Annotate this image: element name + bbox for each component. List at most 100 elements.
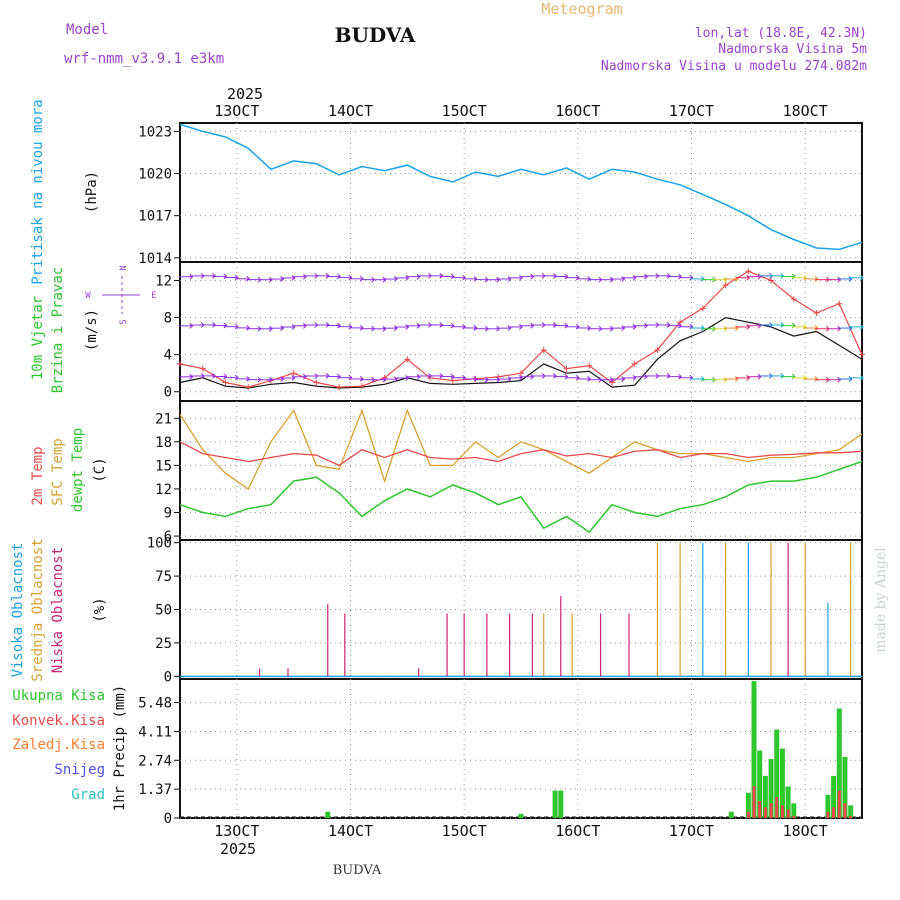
precip-total-bar — [785, 786, 791, 818]
dewpt-ylabel: dewpt Temp — [70, 428, 86, 512]
compass-west: W — [85, 291, 91, 301]
precip-conv-bar — [769, 803, 773, 818]
precip-total-bar — [774, 729, 780, 818]
wind-unit: (m/s) — [84, 309, 100, 351]
wind-arrow-head — [859, 374, 864, 381]
y-tick-label: 5.48 — [138, 696, 172, 712]
y-tick-label: 1017 — [138, 209, 172, 225]
legend-conv-precip: Konvek.Kisa — [12, 713, 105, 729]
mid-cloud-ylabel: Srednja Oblacnost — [30, 538, 46, 681]
low-cloud-ylabel: Niska Oblacnost — [50, 547, 66, 673]
gust-marker — [177, 360, 183, 367]
gust-marker — [631, 360, 638, 367]
precip-conv-bar — [832, 807, 836, 818]
legend-frozen-precip: Zaledj.Kisa — [12, 737, 105, 753]
precip-conv-bar — [775, 796, 779, 818]
precip-conv-bar — [843, 803, 847, 818]
x-tick-label-top: 18OCT — [783, 102, 828, 120]
x-tick-label-top: 14OCT — [328, 102, 373, 120]
gust-marker — [722, 282, 729, 289]
cloud-panel: 0 25 50 75 100 — [147, 536, 862, 685]
precip-ylabel: 1hr Precip (mm) — [112, 685, 128, 811]
y-tick-label: 9 — [164, 506, 172, 522]
gust-marker — [699, 305, 706, 312]
x-tick-label-bottom: 17OCT — [669, 822, 714, 840]
precip-total-bar — [552, 790, 558, 818]
precip-legend: Ukupna Kisa Konvek.Kisa Zaledj.Kisa Snij… — [12, 688, 105, 803]
precip-total-bar — [518, 813, 524, 818]
y-tick-label: 15 — [155, 458, 172, 474]
x-tick-labels-bottom: 13OCT 14OCT 15OCT 16OCT 17OCT 18OCT — [214, 822, 827, 840]
x-tick-label-bottom: 13OCT — [214, 822, 259, 840]
gust-marker — [404, 356, 411, 363]
y-tick-label: 50 — [155, 603, 172, 619]
precip-total-bar — [768, 759, 774, 818]
temp2m-line — [179, 441, 863, 467]
x-tick-label-bottom: 14OCT — [328, 822, 373, 840]
dewpt-line — [179, 460, 863, 534]
high-cloud-ylabel: Visoka Oblacnost — [10, 543, 26, 678]
gust-marker — [518, 370, 524, 377]
y-tick-label: 75 — [155, 569, 172, 585]
grid-lines — [236, 123, 806, 818]
precip-conv-bar — [780, 805, 784, 818]
precip-total-bar — [825, 794, 831, 818]
wind-ylabel-1: 10m Vjetar — [30, 296, 46, 380]
location-title: BUDVA — [335, 23, 416, 47]
precip-total-bar — [745, 792, 751, 818]
gust-marker — [290, 370, 297, 377]
panel-frames — [179, 122, 863, 819]
legend-graupel: Grad — [71, 787, 105, 803]
precip-conv-bar — [826, 811, 830, 818]
model-altitude-text: Nadmorska Visina u modelu 274.082m — [601, 59, 867, 74]
precip-conv-bar — [746, 811, 750, 818]
year-bottom: 2025 — [220, 840, 256, 858]
y-tick-label: 18 — [155, 435, 172, 451]
precip-conv-bar — [752, 786, 756, 818]
coords-text: lon,lat (18.8E, 42.3N) — [695, 26, 867, 41]
compass-south: S — [119, 319, 129, 324]
watermark: made by Angel — [873, 547, 889, 653]
precip-total-bar — [848, 805, 854, 818]
y-tick-label: 2.74 — [138, 753, 172, 769]
wind-speed-line — [179, 316, 863, 389]
model-label: Model — [66, 22, 108, 38]
y-tick-label: 0 — [164, 811, 172, 827]
pressure-panel: 1014 1017 1020 1023 — [138, 123, 863, 267]
x-tick-label-top: 17OCT — [669, 102, 714, 120]
x-tick-label-top: 15OCT — [442, 102, 487, 120]
gust-marker — [586, 362, 593, 369]
gust-marker — [336, 384, 343, 391]
cloud-unit: (%) — [92, 597, 108, 622]
gust-marker — [563, 365, 570, 372]
gust-marker — [836, 300, 843, 307]
x-tick-label-bottom: 16OCT — [555, 822, 600, 840]
precip-total-bar — [757, 750, 763, 818]
pressure-ylabel: Pritisak na nivou mora — [30, 99, 46, 284]
compass-north: N — [119, 265, 129, 270]
precip-total-bar — [728, 811, 734, 818]
precip-total-bar — [325, 811, 331, 818]
y-tick-label: 1.37 — [138, 782, 172, 798]
precip-total-bar — [762, 775, 768, 818]
precip-conv-bar — [786, 809, 790, 818]
precip-total-bar — [831, 775, 837, 818]
y-tick-label: 1014 — [138, 251, 172, 267]
y-tick-label: 4.11 — [138, 724, 172, 740]
gust-marker — [313, 379, 320, 386]
y-tick-label: 0 — [164, 385, 172, 401]
wind-ylabel-2: Brzina i Pravac — [50, 267, 66, 393]
gust-marker — [745, 268, 752, 275]
sfc-ylabel: SFC Temp — [50, 438, 66, 505]
gust-marker — [859, 351, 865, 358]
x-tick-labels-top: 13OCT 14OCT 15OCT 16OCT 17OCT 18OCT — [214, 102, 827, 120]
y-tick-label: 1023 — [138, 124, 172, 140]
y-tick-label: 12 — [155, 482, 172, 498]
precip-panel: 0 1.37 2.74 4.11 5.48 — [138, 681, 862, 827]
gust-marker — [358, 383, 365, 390]
compass-east: E — [151, 291, 156, 301]
pressure-line — [179, 123, 863, 251]
precip-total-bar — [791, 803, 797, 818]
precip-total-bar — [836, 708, 842, 818]
